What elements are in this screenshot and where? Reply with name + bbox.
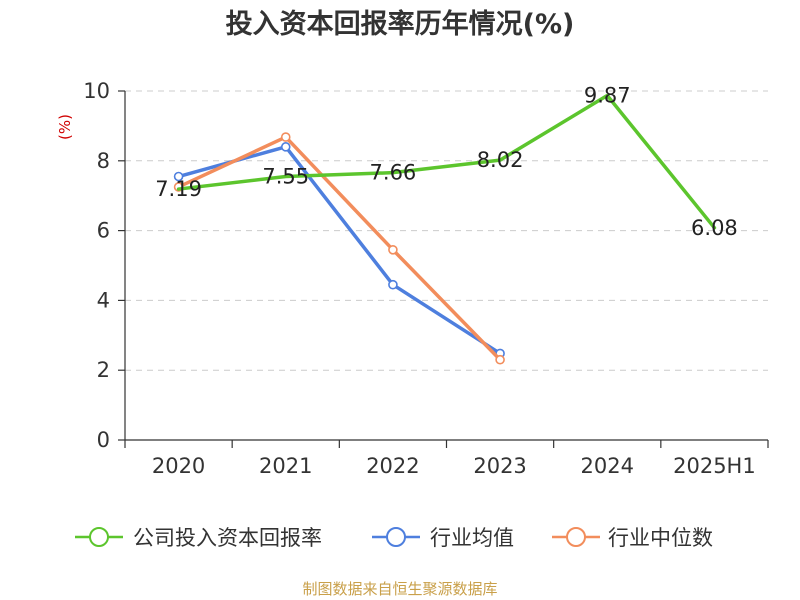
data-label-2023: 8.02 — [477, 148, 524, 172]
series-line-1 — [176, 145, 502, 356]
legend[interactable]: 公司投入资本回报率 行业均值 行业中位数 — [75, 526, 713, 550]
chart-title: 投入资本回报率历年情况(%) — [226, 8, 575, 40]
legend-marker-1 — [386, 527, 406, 547]
point-s1-2021 — [280, 142, 291, 152]
series-line-0 — [176, 93, 717, 230]
data-label-2025H1: 6.08 — [691, 216, 738, 240]
legend-item-1[interactable]: 行业均值 — [372, 526, 514, 550]
legend-item-0[interactable]: 公司投入资本回报率 — [75, 526, 322, 550]
legend-marker-2 — [566, 527, 586, 547]
legend-label-0: 公司投入资本回报率 — [133, 526, 322, 550]
point-s2-2022 — [388, 244, 398, 255]
source-note: 制图数据来自恒生聚源数据库 — [302, 580, 497, 598]
series-line-2 — [176, 135, 502, 362]
x-tick-label-2024: 2024 — [581, 454, 634, 478]
point-s1-2022 — [388, 279, 398, 290]
series-layer — [173, 93, 717, 365]
y-tick-label-0: 0 — [97, 428, 110, 452]
y-axis-unit: (%) — [56, 114, 74, 140]
axes: 0 2 4 6 8 10 2020 2021 2022 2023 2024 2025H1 — [83, 79, 769, 478]
data-label-2024: 9.87 — [584, 84, 631, 108]
point-s1-2020 — [173, 171, 184, 182]
data-label-2020: 7.19 — [155, 177, 202, 201]
data-label-2022: 7.66 — [370, 161, 417, 185]
x-tick-label-2020: 2020 — [152, 454, 205, 478]
x-tick-label-2021: 2021 — [259, 454, 312, 478]
y-tick-label-8: 8 — [97, 149, 110, 173]
legend-label-1: 行业均值 — [430, 526, 514, 550]
point-s2-2021 — [280, 132, 291, 142]
y-tick-label-2: 2 — [97, 358, 110, 382]
x-tick-label-2025H1: 2025H1 — [673, 454, 756, 478]
legend-marker-0 — [89, 527, 109, 547]
x-tick-label-2022: 2022 — [366, 454, 419, 478]
grid-lines — [125, 90, 768, 371]
y-tick-label-4: 4 — [97, 288, 110, 312]
legend-label-2: 行业中位数 — [608, 526, 713, 550]
legend-item-2[interactable]: 行业中位数 — [552, 526, 713, 550]
y-tick-label-10: 10 — [83, 79, 110, 103]
data-labels: 7.19 7.55 7.66 8.02 9.87 6.08 — [155, 84, 738, 240]
x-tick-label-2023: 2023 — [473, 454, 526, 478]
point-s2-2023 — [495, 354, 505, 365]
data-label-2021: 7.55 — [262, 165, 309, 189]
y-tick-label-6: 6 — [97, 219, 110, 243]
